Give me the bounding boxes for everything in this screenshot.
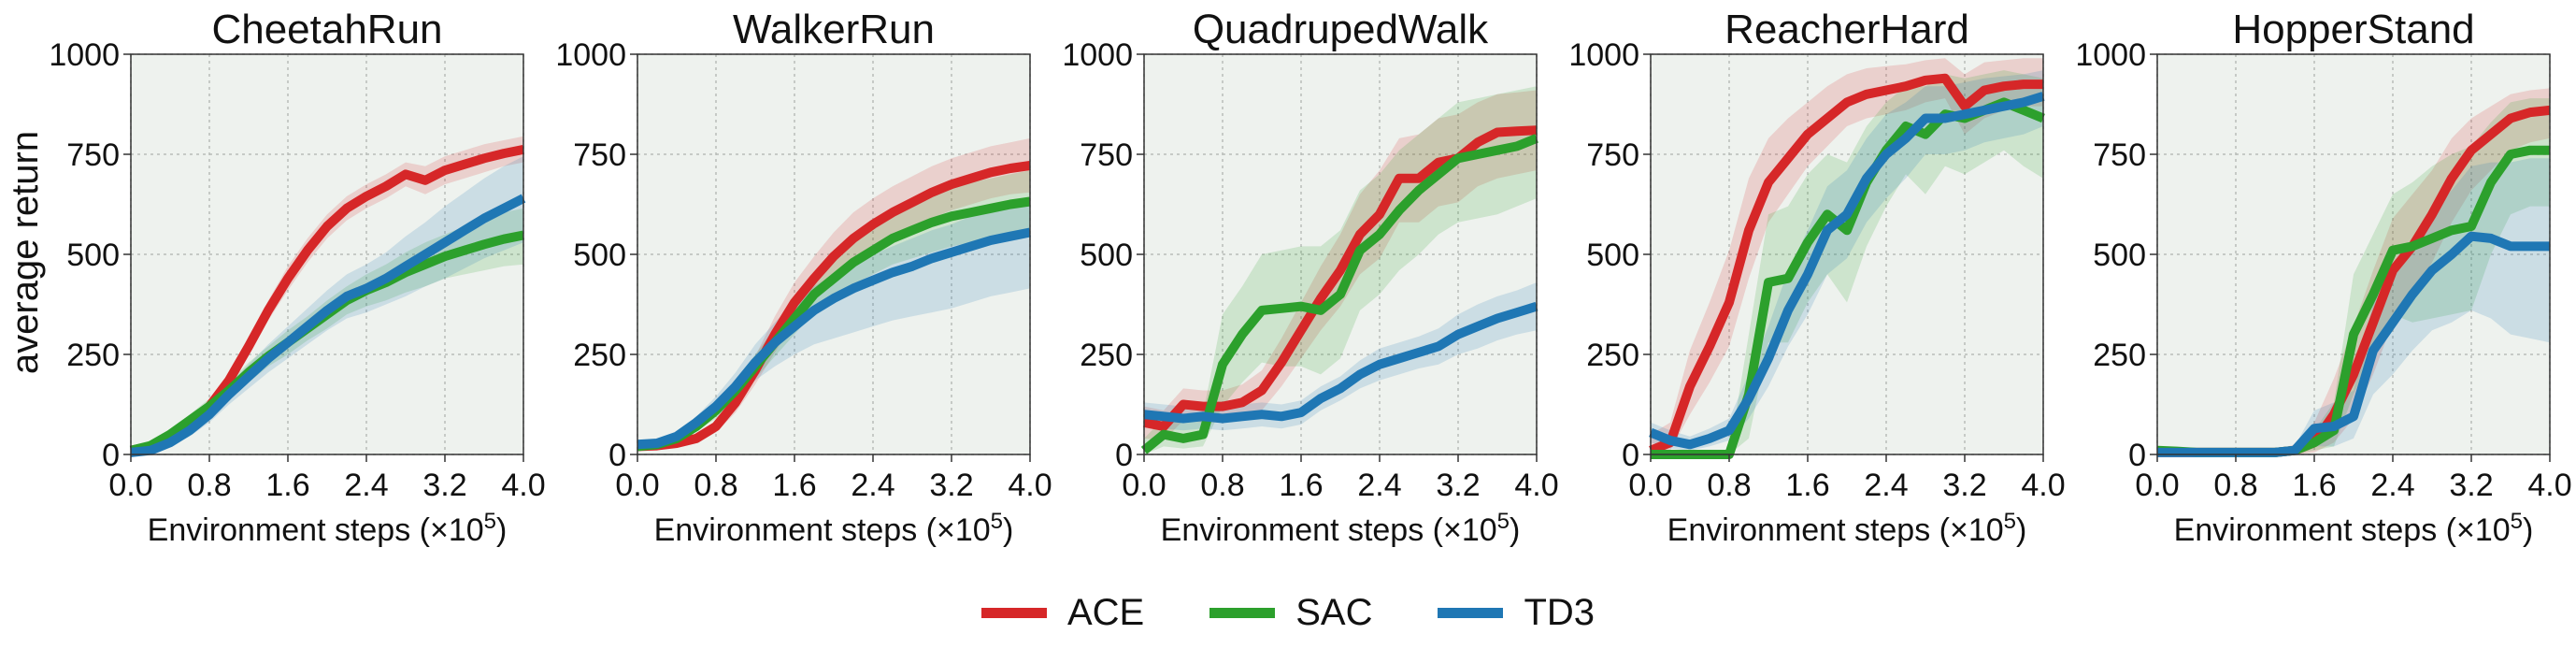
x-tick-label: 2.4 [344,468,388,503]
series-line-td3 [1649,92,2045,450]
y-tick-label: 1000 [2075,37,2146,73]
y-tick-label: 750 [1586,137,1639,173]
legend-item-td3: TD3 [1438,592,1595,634]
y-tick-label: 0 [2128,438,2146,473]
x-axis-label: Environment steps (×105) [1667,509,2027,549]
panel-title: WalkerRun [733,7,935,52]
panel-walkerrun: 0.0 0.8 1.6 2.4 3.2 4.0 0 250 500 750 1000 WalkerRu… [555,7,1052,548]
x-tick-label: 0.0 [1628,468,1672,503]
legend-label-sac: SAC [1295,591,1373,633]
y-tick-label: 0 [608,438,626,473]
y-tick-label: 500 [1080,238,1133,273]
legend-swatch-sac [1209,607,1276,618]
confidence-band-sac [1651,70,2043,454]
y-tick-label: 500 [573,238,626,273]
legend-item-sac: SAC [1209,592,1372,634]
y-tick-label: 750 [66,137,120,173]
x-tick-label: 0.0 [615,468,659,503]
x-tick-label: 4.0 [2021,468,2065,503]
x-tick-label: 3.2 [1942,468,1986,503]
x-tick-label: 1.6 [1279,468,1323,503]
x-tick-label: 0.8 [1200,468,1244,503]
x-tick-label: 1.6 [1785,468,1829,503]
x-tick-label: 3.2 [2449,468,2493,503]
panel-title: HopperStand [2232,7,2474,52]
x-tick-label: 4.0 [1514,468,1558,503]
y-tick-label: 500 [1586,238,1639,273]
x-tick-label: 3.2 [1436,468,1480,503]
x-tick-label: 2.4 [1864,468,1908,503]
x-tick-label: 4.0 [501,468,545,503]
legend-swatch-ace [980,607,1047,618]
x-tick-label: 1.6 [2292,468,2336,503]
x-tick-label: 0.8 [694,468,737,503]
y-tick-label: 1000 [1568,37,1639,73]
panel-reacherhard: 0.0 0.8 1.6 2.4 3.2 4.0 0 250 500 750 1000 ReacherH… [1568,7,2065,548]
y-tick-label: 0 [1115,438,1133,473]
legend: ACE SAC TD3 [0,580,2576,645]
legend-swatch-td3 [1438,607,1504,618]
series-line-td3 [637,227,1031,450]
series-line-td3 [2157,231,2550,457]
confidence-band-ace [131,136,523,452]
x-axis-label: Environment steps (×105) [1161,509,1521,549]
legend-label-ace: ACE [1066,591,1145,633]
panel-hopperstand: 0.0 0.8 1.6 2.4 3.2 4.0 0 250 500 750 1000 HopperSt… [2075,7,2571,548]
series-line-sac [1140,134,1538,454]
x-tick-label: 2.4 [1357,468,1401,503]
series-line-td3 [130,194,526,457]
panel-quadrupedwalk: 0.0 0.8 1.6 2.4 3.2 4.0 0 250 500 750 1000 Quadrupe… [1062,7,1558,548]
x-tick-label: 1.6 [772,468,816,503]
y-axis-label: average return [5,131,46,374]
series-line-ace [1649,73,2043,455]
x-tick-label: 4.0 [2527,468,2571,503]
y-tick-label: 750 [2093,137,2146,173]
y-tick-label: 500 [2093,238,2146,273]
x-axis-label: Environment steps (×105) [148,509,508,549]
legend-item-ace: ACE [980,591,1145,634]
y-tick-label: 250 [66,338,120,373]
x-tick-label: 0.0 [2135,468,2179,503]
series-line-td3 [1143,301,1538,424]
x-tick-label: 2.4 [851,468,894,503]
x-tick-label: 3.2 [422,468,466,503]
x-tick-label: 0.8 [187,468,231,503]
x-tick-label: 3.2 [929,468,973,503]
x-tick-label: 4.0 [1008,468,1052,503]
y-tick-label: 1000 [1062,37,1133,73]
panel-title: CheetahRun [211,7,442,52]
y-tick-label: 250 [2093,338,2146,373]
y-tick-label: 0 [1622,438,1639,473]
y-tick-label: 250 [1080,338,1133,373]
x-tick-label: 0.0 [108,468,152,503]
y-tick-label: 0 [102,438,120,473]
y-tick-label: 1000 [555,37,626,73]
y-tick-label: 750 [573,137,626,173]
series-line-ace [637,161,1031,452]
panel-title: ReacherHard [1724,7,1969,52]
x-tick-label: 2.4 [2370,468,2414,503]
y-tick-label: 750 [1080,137,1133,173]
y-tick-label: 250 [1586,338,1639,373]
x-axis-label: Environment steps (×105) [654,509,1014,549]
confidence-band-ace [637,137,1030,449]
legend-label-td3: TD3 [1524,591,1596,633]
y-tick-label: 1000 [49,37,120,73]
confidence-band-sac [637,170,1030,449]
figure: average return 0.0 0.8 1.6 2.4 3.2 4.0 0 250 500… [5,7,2572,548]
x-tick-label: 0.0 [1122,468,1166,503]
x-tick-label: 0.8 [2213,468,2257,503]
y-tick-label: 500 [66,238,120,273]
x-tick-label: 1.6 [265,468,309,503]
x-tick-label: 0.8 [1707,468,1751,503]
x-axis-label: Environment steps (×105) [2174,509,2534,549]
panel-cheetahrun: 0.0 0.8 1.6 2.4 3.2 4.0 0 250 500 750 1000 CheetahR… [49,7,545,548]
panel-title: QuadrupedWalk [1193,7,1489,52]
y-tick-label: 250 [573,338,626,373]
